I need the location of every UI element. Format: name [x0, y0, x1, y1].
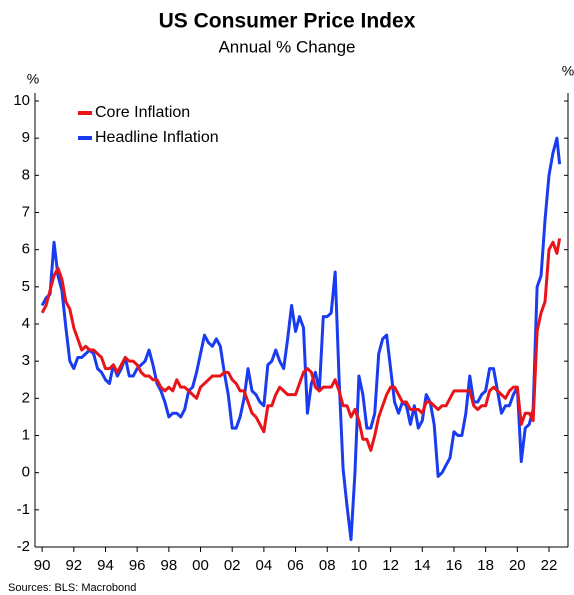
y-tick-label: 3 [22, 352, 30, 369]
x-tick-label: 04 [256, 557, 273, 574]
source-note: Sources: BLS: Macrobond [8, 582, 136, 594]
x-tick-label: 02 [224, 557, 241, 574]
y-tick-label: 4 [22, 315, 30, 332]
x-tick-label: 98 [161, 557, 178, 574]
chart-subtitle: Annual % Change [218, 37, 355, 56]
y-unit-right: % [562, 63, 574, 79]
x-tick-label: 96 [129, 557, 146, 574]
y-tick-label: 9 [22, 129, 30, 146]
y-tick-label: 5 [22, 278, 30, 295]
series-line [40, 136, 562, 542]
x-tick-label: 14 [414, 557, 431, 574]
y-tick-label: 1 [22, 426, 30, 443]
y-tick-label: 2 [22, 389, 30, 406]
x-tick-label: 10 [351, 557, 368, 574]
y-tick-label: -1 [17, 501, 30, 518]
chart-title: US Consumer Price Index [159, 10, 416, 33]
y-tick-label: 8 [22, 166, 30, 183]
x-tick-label: 92 [65, 557, 82, 574]
x-tick-label: 94 [97, 557, 114, 574]
y-tick-label: 10 [13, 92, 30, 109]
y-tick-label: -2 [17, 538, 30, 555]
y-tick-label: 7 [22, 203, 30, 220]
x-tick-label: 16 [446, 557, 463, 574]
x-tick-label: 00 [192, 557, 209, 574]
x-tick-label: 18 [477, 557, 494, 574]
legend-label: Headline Inflation [95, 129, 219, 146]
x-tick-label: 20 [509, 557, 526, 574]
y-unit-left: % [27, 71, 39, 87]
series-line [40, 238, 562, 452]
y-tick-label: 6 [22, 241, 30, 258]
legend-label: Core Inflation [95, 104, 190, 121]
y-tick-label: 0 [22, 464, 30, 481]
x-tick-label: 06 [287, 557, 304, 574]
x-tick-label: 12 [382, 557, 399, 574]
x-tick-label: 08 [319, 557, 336, 574]
x-tick-label: 22 [541, 557, 558, 574]
x-tick-label: 90 [34, 557, 51, 574]
